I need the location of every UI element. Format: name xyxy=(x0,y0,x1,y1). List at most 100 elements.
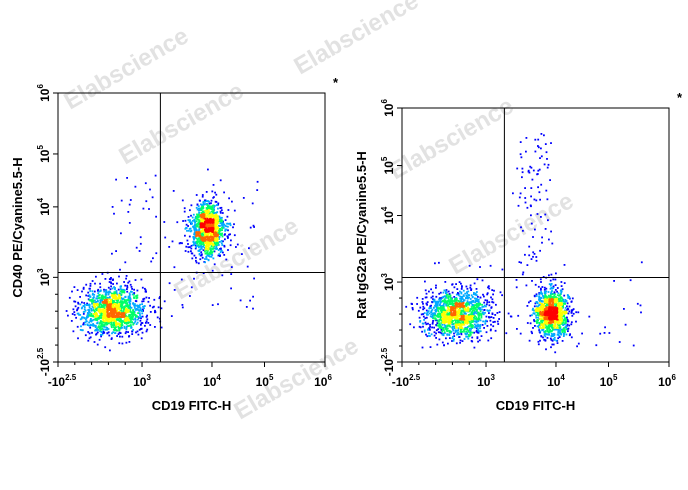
event-dot xyxy=(139,309,141,312)
event-dot xyxy=(563,311,565,314)
event-dot xyxy=(125,341,128,344)
event-dot xyxy=(225,258,228,261)
event-dot xyxy=(192,236,195,239)
event-dot xyxy=(88,294,91,297)
event-dot xyxy=(122,312,125,314)
event-dot xyxy=(226,235,229,238)
event-dot xyxy=(567,312,570,315)
event-dot xyxy=(187,246,190,249)
event-dot xyxy=(74,305,77,308)
event-dot xyxy=(456,310,459,313)
event-dot xyxy=(471,313,473,316)
event-dot xyxy=(473,346,476,349)
event-dot xyxy=(475,329,478,332)
event-dot xyxy=(445,294,448,296)
event-dot xyxy=(73,313,76,316)
event-dot xyxy=(477,329,480,332)
event-dot xyxy=(99,286,102,289)
event-dot xyxy=(125,317,128,319)
event-dot xyxy=(138,305,141,308)
event-dot xyxy=(433,299,436,302)
event-dot xyxy=(434,314,436,317)
event-dot xyxy=(454,324,457,327)
event-dot xyxy=(640,311,642,314)
event-dot xyxy=(128,319,131,322)
event-dot xyxy=(445,295,448,298)
event-dot xyxy=(155,252,158,255)
event-dot xyxy=(114,295,117,297)
event-dot xyxy=(568,324,571,327)
y-tick-label: 103 xyxy=(36,268,52,286)
event-dot xyxy=(558,307,561,310)
event-dot xyxy=(530,222,533,225)
event-dot xyxy=(200,212,203,214)
event-dot xyxy=(445,303,447,305)
event-dot xyxy=(90,318,92,320)
event-dot xyxy=(134,320,137,323)
event-dot xyxy=(540,287,542,290)
event-dot xyxy=(494,329,497,332)
event-dot xyxy=(442,307,445,310)
event-dot xyxy=(208,221,211,224)
event-dot xyxy=(446,327,449,330)
event-dot xyxy=(473,306,476,308)
event-dot xyxy=(551,339,554,342)
event-dot xyxy=(108,322,110,325)
event-dot xyxy=(121,291,123,294)
event-dot xyxy=(544,317,546,320)
event-dot xyxy=(198,214,201,217)
event-dot xyxy=(135,295,137,298)
event-dot xyxy=(471,318,474,321)
event-dot xyxy=(123,298,126,301)
event-dot xyxy=(233,223,235,226)
event-dot xyxy=(112,305,115,308)
event-dot xyxy=(425,333,427,336)
event-dot xyxy=(557,302,560,305)
event-dot xyxy=(102,313,105,316)
event-dot xyxy=(133,288,135,291)
event-dot xyxy=(474,310,476,313)
event-dot xyxy=(185,223,188,226)
event-dot xyxy=(102,332,104,335)
event-dot xyxy=(218,233,221,236)
event-dot xyxy=(114,311,116,314)
event-dot xyxy=(555,302,558,305)
event-dot xyxy=(539,302,541,304)
event-dot xyxy=(613,280,615,282)
event-dot xyxy=(466,291,468,294)
event-dot xyxy=(426,313,428,316)
event-dot xyxy=(524,201,527,204)
event-dot xyxy=(433,312,436,314)
event-dot xyxy=(196,218,199,220)
event-dot xyxy=(101,273,104,275)
event-dot xyxy=(608,332,611,334)
event-dot xyxy=(208,240,210,243)
event-dot xyxy=(188,221,191,223)
event-dot xyxy=(451,301,454,304)
event-dot xyxy=(423,329,426,332)
event-dot xyxy=(554,303,556,305)
event-dot xyxy=(443,318,446,321)
event-dot xyxy=(464,327,467,330)
event-dot xyxy=(200,244,202,247)
event-dot xyxy=(207,227,210,230)
event-dot xyxy=(195,246,198,248)
event-dot xyxy=(118,311,120,314)
event-dot xyxy=(99,321,102,324)
event-dot xyxy=(89,323,92,326)
event-dot xyxy=(193,219,196,221)
event-dot xyxy=(472,301,475,303)
event-dot xyxy=(209,231,212,234)
event-dot xyxy=(206,210,209,212)
event-dot xyxy=(110,281,112,284)
event-dot xyxy=(196,225,199,228)
y-axis-title: CD40 PE/Cyanine5.5-H xyxy=(10,157,25,297)
event-dot xyxy=(540,216,542,218)
event-dot xyxy=(117,333,120,335)
event-dot xyxy=(551,343,554,346)
event-dot xyxy=(92,314,94,317)
event-dot xyxy=(498,311,501,313)
event-dot xyxy=(531,309,534,311)
event-dot xyxy=(223,223,226,226)
event-dot xyxy=(479,330,482,333)
